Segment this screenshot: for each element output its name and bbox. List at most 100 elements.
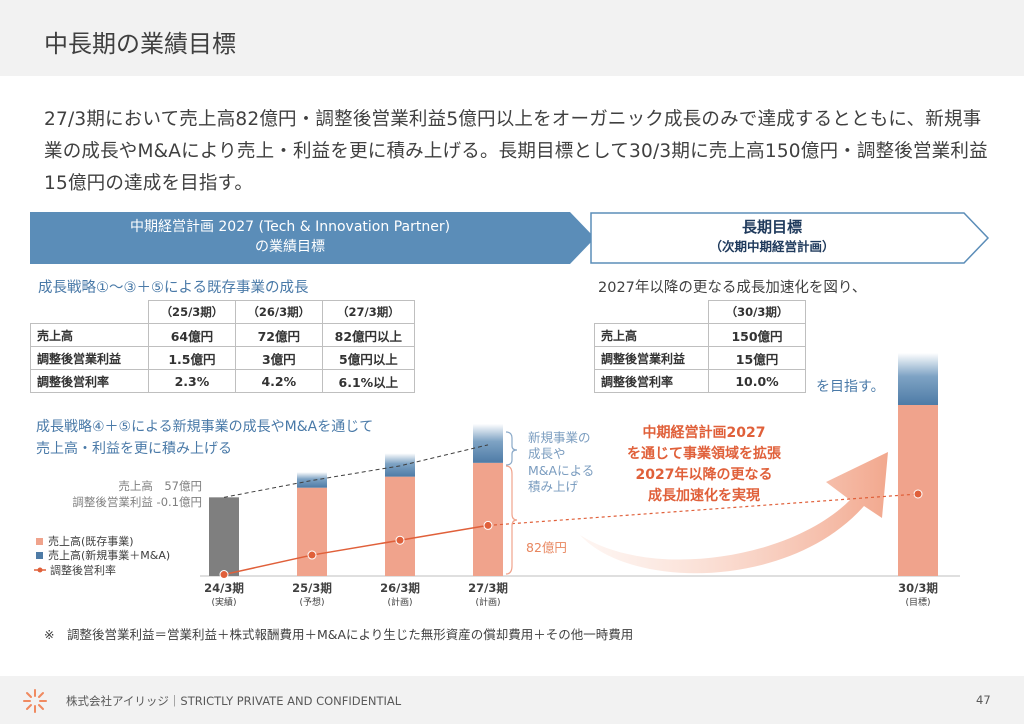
callout-line2: を通じて事業領域を拡張 xyxy=(627,445,782,462)
page-number: 47 xyxy=(976,693,991,707)
margin-point-2 xyxy=(395,535,405,545)
new-biz-label-3: M&Aによる xyxy=(528,463,594,478)
table-header-row: （30/3期） xyxy=(594,300,806,324)
chart-heading: 成長戦略④＋⑤による新規事業の成長やM&Aを通じて 売上高・利益を更に積み上げる xyxy=(36,416,373,460)
table-cell: 6.1%以上 xyxy=(321,369,416,393)
legend-marker-margin xyxy=(37,567,43,573)
x-sublabel: (目標) xyxy=(905,596,930,608)
table-cell: 82億円以上 xyxy=(321,323,416,347)
long-table-suffix: を目指す。 xyxy=(816,379,885,395)
lead-text: 27/3期において売上高82億円・調整後営業利益5億円以上をオーガニック成長のみ… xyxy=(44,109,988,194)
mid-banner-line2: の業績目標 xyxy=(255,239,325,255)
bar-existing-2 xyxy=(385,476,415,576)
long-term-banner xyxy=(590,212,990,264)
table-header-row: （25/3期） （26/3期） （27/3期） xyxy=(30,300,416,324)
bar-existing-0 xyxy=(209,497,239,576)
legend-margin: 調整後営利率 xyxy=(50,563,116,577)
footer-text: 株式会社アイリッジ｜STRICTLY PRIVATE AND CONFIDENT… xyxy=(66,694,402,708)
base-label: 82億円 xyxy=(526,540,567,555)
company-logo-icon xyxy=(23,689,47,713)
header-bar xyxy=(0,0,1024,76)
page-title: 中長期の業績目標 xyxy=(44,30,236,58)
table-row: 調整後営業利益 15億円 xyxy=(594,346,806,370)
new-biz-bracket xyxy=(505,431,518,466)
callout-line3: 2027年以降の更なる xyxy=(636,466,773,483)
mid-table-heading: 成長戦略①～③＋⑤による既存事業の成長 xyxy=(38,280,309,296)
row-label: 売上高 xyxy=(594,323,709,347)
mid-term-table: （25/3期） （26/3期） （27/3期） 売上高 64億円 72億円 82… xyxy=(30,300,416,393)
margin-point-3 xyxy=(483,520,493,530)
callout-line4: 成長加速化を実現 xyxy=(648,487,760,504)
table-cell: 150億円 xyxy=(708,323,806,347)
chart-heading-line1: 成長戦略④＋⑤による新規事業の成長やM&Aを通じて xyxy=(36,419,374,435)
mid-banner-line1: 中期経営計画 2027 (Tech & Innovation Partner) xyxy=(129,219,451,235)
table-row: 売上高 64億円 72億円 82億円以上 xyxy=(30,323,416,347)
x-labels-group: 24/3期(実績)25/3期(予想)26/3期(計画)27/3期(計画)30/3… xyxy=(204,581,938,608)
long-term-banner-text: 長期目標 （次期中期経営計画） xyxy=(592,217,952,257)
long-term-table: （30/3期） 売上高 150億円 調整後営業利益 15億円 調整後営利率 10… xyxy=(594,300,806,393)
bar-new-4 xyxy=(898,353,938,405)
table-row: 調整後営業利益 1.5億円 3億円 5億円以上 xyxy=(30,346,416,370)
row-label: 調整後営利率 xyxy=(30,369,149,393)
trend-group xyxy=(219,444,923,580)
footer-bar xyxy=(0,676,1024,724)
table-row: 調整後営利率 10.0% xyxy=(594,369,806,393)
table-cell: 4.2% xyxy=(234,369,323,393)
mid-term-banner-text: 中期経営計画 2027 (Tech & Innovation Partner) … xyxy=(30,217,550,257)
bar-new-1 xyxy=(297,472,327,488)
new-biz-label-4: 積み上げ xyxy=(528,479,579,494)
x-sublabel: (予想) xyxy=(299,596,324,608)
chart-heading-line2: 売上高・利益を更に積み上げる xyxy=(36,441,232,457)
bar-existing-4 xyxy=(898,405,938,576)
table-row: 調整後営利率 2.3% 4.2% 6.1%以上 xyxy=(30,369,416,393)
table-cell: 72億円 xyxy=(234,323,323,347)
table-cell: 10.0% xyxy=(708,369,806,393)
legend-new: 売上高(新規事業＋M&A) xyxy=(48,548,170,562)
table-cell: 3億円 xyxy=(234,346,323,370)
row-label: 売上高 xyxy=(30,323,149,347)
x-sublabel: (計画) xyxy=(387,596,412,608)
long-banner-line1: 長期目標 xyxy=(741,218,802,236)
table-cell: 5億円以上 xyxy=(321,346,416,370)
x-label: 27/3期 xyxy=(468,581,508,595)
row-label: 調整後営利率 xyxy=(594,369,709,393)
growth-arrow xyxy=(580,452,888,574)
x-sublabel: (計画) xyxy=(475,596,500,608)
table-cell: 1.5億円 xyxy=(148,346,236,370)
table-header: （27/3期） xyxy=(321,300,416,324)
bar-new-2 xyxy=(385,453,415,477)
new-biz-label-2: 成長や xyxy=(528,446,566,461)
base-bracket xyxy=(505,465,518,575)
margin-point-1 xyxy=(307,550,317,560)
margin-line xyxy=(223,524,489,576)
table-cell: 64億円 xyxy=(148,323,236,347)
row-label: 調整後営業利益 xyxy=(30,346,149,370)
new-biz-label-1: 新規事業の xyxy=(528,430,591,445)
actual-sales-label: 売上高 57億円 xyxy=(118,479,202,493)
x-label: 25/3期 xyxy=(292,581,332,595)
margin-point-0 xyxy=(219,570,229,580)
long-table-heading: 2027年以降の更なる成長加速化を図り、 xyxy=(598,280,867,296)
x-label: 24/3期 xyxy=(204,581,244,595)
legend-existing: 売上高(既存事業) xyxy=(48,534,134,548)
legend-swatch-existing xyxy=(36,538,43,545)
x-label: 30/3期 xyxy=(898,581,938,595)
table-corner xyxy=(30,300,149,324)
actual-op-label: 調整後営業利益 -0.1億円 xyxy=(72,495,202,509)
mid-term-banner xyxy=(30,212,595,264)
table-cell: 2.3% xyxy=(148,369,236,393)
margin-line-future xyxy=(487,493,919,527)
table-header: （26/3期） xyxy=(234,300,323,324)
table-header: （30/3期） xyxy=(708,300,806,324)
row-label: 調整後営業利益 xyxy=(594,346,709,370)
bar-existing-1 xyxy=(297,487,327,576)
bar-existing-3 xyxy=(473,462,503,576)
callout-line1: 中期経営計画2027 xyxy=(643,424,766,441)
x-label: 26/3期 xyxy=(380,581,420,595)
x-sublabel: (実績) xyxy=(211,596,236,608)
bar-new-3 xyxy=(473,423,503,463)
margin-point-4 xyxy=(913,489,923,499)
table-header: （25/3期） xyxy=(148,300,236,324)
table-corner xyxy=(594,300,709,324)
long-banner-line2: （次期中期経営計画） xyxy=(709,239,835,254)
